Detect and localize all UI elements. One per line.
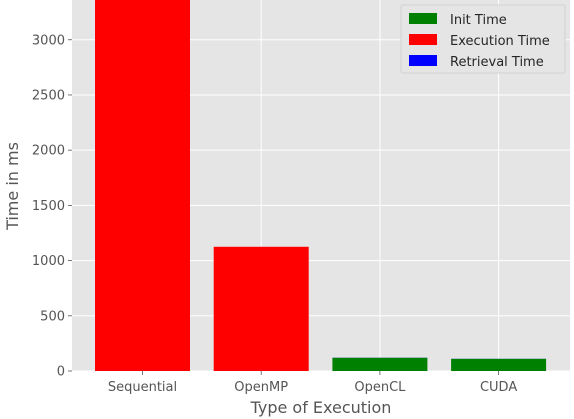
x-tick-label: CUDA	[480, 380, 517, 395]
y-tick-label: 3000	[32, 33, 65, 48]
x-tick-label: OpenMP	[234, 380, 288, 395]
y-tick-label: 500	[40, 309, 65, 324]
bar-init-time-cuda	[451, 358, 547, 371]
legend-label-retrieval-time: Retrieval Time	[450, 55, 544, 70]
x-axis-ticks: Sequential OpenMP OpenCL CUDA	[108, 371, 517, 395]
legend-label-execution-time: Execution Time	[450, 34, 550, 49]
bar-execution-time-openmp	[213, 246, 309, 371]
y-tick-label: 0	[57, 365, 65, 380]
y-tick-label: 1000	[32, 254, 65, 269]
legend-label-init-time: Init Time	[450, 13, 507, 28]
bar-execution-time-sequential	[95, 0, 190, 371]
bar-init-time-opencl	[332, 357, 428, 371]
y-axis-title: Time in ms	[3, 142, 22, 231]
y-tick-label: 1500	[32, 199, 65, 214]
legend-swatch-execution-time	[409, 34, 437, 45]
y-axis-ticks: 0 500 1000 1500 2000 2500 3000	[32, 33, 72, 380]
legend-swatch-retrieval-time	[409, 55, 437, 66]
bars	[95, 0, 547, 371]
x-tick-label: Sequential	[108, 380, 177, 395]
y-tick-label: 2500	[32, 88, 65, 103]
legend: Init Time Execution Time Retrieval Time	[400, 4, 566, 74]
legend-box	[400, 4, 566, 74]
x-axis-title: Type of Execution	[250, 398, 392, 417]
y-tick-label: 2000	[32, 144, 65, 159]
x-tick-label: OpenCL	[354, 380, 406, 395]
legend-swatch-init-time	[409, 13, 437, 24]
